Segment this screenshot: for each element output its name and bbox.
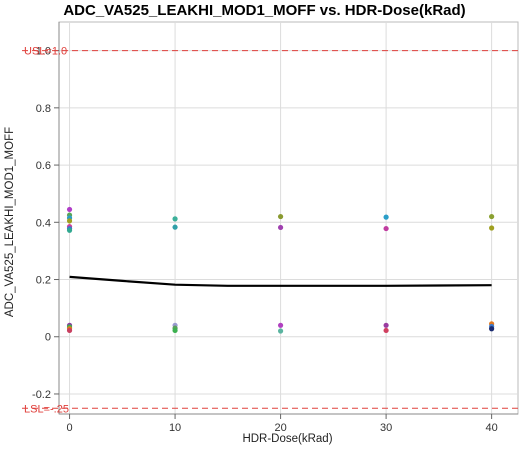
- spec-limit-label: USL=1.0: [24, 46, 67, 58]
- y-tick-label: 0.4: [36, 217, 51, 229]
- y-tick-label: -0.2: [32, 389, 51, 401]
- x-tick-label: 0: [66, 422, 72, 434]
- data-point: [66, 327, 73, 334]
- data-point: [383, 214, 389, 220]
- y-tick-label: 0.2: [36, 275, 51, 287]
- data-point: [277, 328, 284, 334]
- data-point: [383, 322, 389, 328]
- data-point: [489, 326, 495, 332]
- data-point: [66, 206, 73, 213]
- x-tick-label: 10: [169, 422, 181, 434]
- x-tick-label: 40: [485, 422, 497, 434]
- data-point: [66, 218, 73, 224]
- chart-title: ADC_VA525_LEAKHI_MOD1_MOFF vs. HDR-Dose(…: [63, 2, 466, 19]
- data-point: [383, 225, 389, 232]
- data-point: [277, 224, 284, 231]
- x-tick-label: 30: [380, 422, 392, 434]
- y-tick-label: 0.6: [36, 160, 51, 172]
- data-point: [172, 216, 178, 222]
- spec-limit-label: LSL=-.25: [24, 403, 69, 415]
- data-point: [383, 327, 389, 334]
- x-axis-label: HDR-Dose(kRad): [242, 433, 333, 445]
- y-tick-label: 0.8: [36, 103, 51, 115]
- data-point: [277, 322, 284, 328]
- x-tick-label: 20: [274, 422, 286, 434]
- fit-line: [69, 275, 492, 287]
- data-point: [489, 213, 495, 220]
- y-tick-label: 0: [45, 332, 51, 344]
- data-point: [172, 224, 178, 230]
- data-point: [66, 227, 73, 233]
- plot-area: [58, 21, 519, 415]
- data-point: [172, 327, 178, 334]
- data-point: [277, 213, 284, 220]
- data-point: [489, 225, 495, 231]
- y-tick-label: 1.0: [36, 46, 51, 58]
